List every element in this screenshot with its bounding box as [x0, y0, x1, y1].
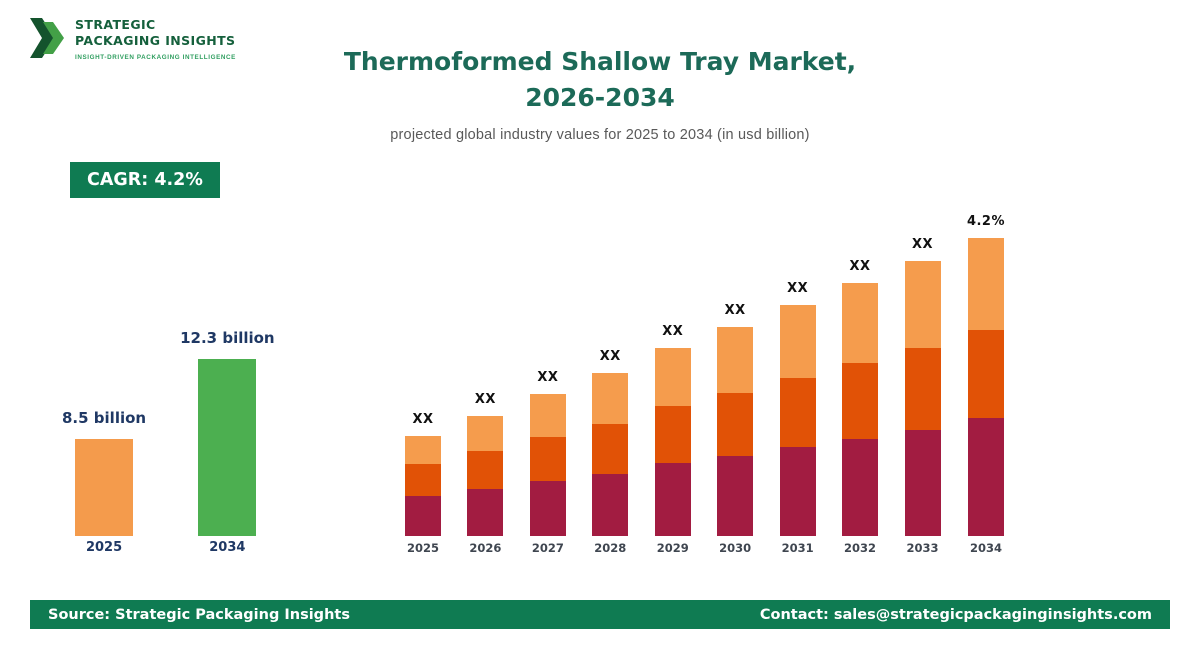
page-title: Thermoformed Shallow Tray Market, 2026-2…: [280, 44, 920, 117]
year-label: 2031: [781, 541, 814, 555]
logo-text: STRATEGIC PACKAGING INSIGHTS INSIGHT-DRI…: [75, 14, 236, 61]
stacked-bar: [779, 305, 816, 536]
bar-segment-bottom: [592, 474, 629, 536]
bar-column: XX 2025: [405, 412, 441, 559]
bar-segment-top: [904, 261, 941, 348]
year-label: 2032: [844, 541, 877, 555]
bar-segment-bottom: [405, 496, 441, 536]
bar-column: XX 2030: [717, 303, 754, 559]
bar-segment-middle: [967, 330, 1004, 418]
year-label: 2026: [469, 541, 502, 555]
stacked-bar: [967, 238, 1004, 536]
year-label: 2027: [531, 541, 564, 555]
mini-bar: [75, 439, 134, 536]
mini-bar: [198, 359, 257, 536]
bar-segment-middle: [654, 406, 691, 463]
bar-segment-bottom: [467, 489, 504, 536]
logo-tagline: INSIGHT-DRIVEN PACKAGING INTELLIGENCE: [75, 54, 236, 62]
stacked-bar: [592, 373, 629, 536]
bar-segment-bottom: [842, 439, 879, 536]
bar-value-label: XX: [474, 392, 496, 407]
bar-column: XX 2026: [467, 392, 504, 559]
stacked-bar: [654, 348, 691, 536]
bar-segment-bottom: [904, 430, 941, 536]
bar-segment-top: [405, 436, 441, 464]
bar-segment-middle: [592, 424, 629, 474]
footer-source: Source: Strategic Packaging Insights: [48, 606, 350, 623]
bar-value-label: XX: [412, 412, 434, 427]
stacked-bar: [467, 416, 504, 536]
year-label: 2033: [906, 541, 939, 555]
bar-segment-bottom: [529, 481, 566, 536]
bar-column: XX 2027: [529, 370, 566, 559]
footer-contact: Contact: sales@strategicpackaginginsight…: [759, 606, 1152, 623]
bar-segment-middle: [904, 348, 941, 430]
bar-segment-top: [529, 394, 566, 437]
logo: STRATEGIC PACKAGING INSIGHTS INSIGHT-DRI…: [30, 14, 236, 67]
bar-segment-middle: [779, 378, 816, 447]
mini-bar-value-label: 12.3 billion: [180, 329, 275, 347]
bar-value-label: 4.2%: [966, 214, 1005, 229]
bar-segment-bottom: [779, 447, 816, 536]
stacked-bar: [904, 261, 941, 536]
title-line1: Thermoformed Shallow Tray Market,: [343, 47, 857, 76]
bar-value-label: XX: [599, 349, 621, 364]
bar-segment-bottom: [967, 418, 1004, 536]
bar-segment-top: [779, 305, 816, 378]
bar-segment-bottom: [717, 456, 754, 536]
logo-line1: STRATEGIC: [75, 17, 156, 32]
bar-column: XX 2032: [842, 259, 879, 559]
header: Thermoformed Shallow Tray Market, 2026-2…: [280, 44, 920, 143]
bar-segment-middle: [467, 451, 504, 489]
year-label: 2025: [406, 541, 439, 555]
bar-segment-middle: [842, 363, 879, 439]
bar-segment-top: [654, 348, 691, 406]
year-label: 2034: [969, 541, 1002, 555]
bar-segment-middle: [717, 393, 754, 456]
bar-value-label: XX: [787, 281, 809, 296]
page-subtitle: projected global industry values for 202…: [390, 126, 810, 143]
logo-line2: PACKAGING INSIGHTS: [75, 32, 236, 48]
bar-segment-bottom: [654, 463, 691, 536]
mini-chart: 8.5 billion 2025 12.3 billion 2034: [62, 329, 275, 559]
bar-column: XX 2031: [779, 281, 816, 559]
stacked-bar: [405, 436, 441, 536]
bar-value-label: XX: [849, 259, 871, 274]
title-line2: 2026-2034: [525, 83, 675, 113]
bar-value-label: XX: [911, 237, 934, 252]
mini-bar-value-label: 8.5 billion: [62, 409, 147, 427]
bar-segment-top: [842, 283, 879, 363]
cagr-badge: CAGR: 4.2%: [70, 162, 220, 198]
year-label: 2030: [719, 541, 752, 555]
year-label: 2028: [594, 541, 627, 555]
bar-segment-middle: [405, 464, 441, 496]
bar-segment-top: [467, 416, 504, 451]
bar-segment-top: [967, 238, 1004, 330]
bar-column: XX 2033: [904, 237, 941, 559]
bar-value-label: XX: [537, 370, 559, 385]
bar-segment-top: [717, 327, 754, 393]
bar-column: 4.2% 2034: [967, 214, 1005, 559]
mini-bar-year-label: 2034: [209, 540, 246, 555]
bar-column: XX 2029: [654, 324, 691, 559]
bar-column: XX 2028: [592, 349, 629, 559]
stacked-bar: [529, 394, 566, 536]
bar-segment-top: [592, 373, 629, 424]
main-chart: XX 2025 XX 2026 XX 2027 XX 2028 XX 2029 XX 2030 XX 20…: [405, 214, 1005, 559]
mini-bar-column: 12.3 billion 2034: [180, 329, 275, 559]
stacked-bar: [717, 327, 754, 536]
bar-segment-middle: [529, 437, 566, 481]
logo-chevrons-icon: [30, 14, 66, 67]
footer-bar: Source: Strategic Packaging Insights Con…: [30, 600, 1170, 629]
stacked-bar: [842, 283, 879, 536]
year-label: 2029: [656, 541, 689, 555]
mini-bar-column: 8.5 billion 2025: [62, 409, 146, 559]
mini-bar-year-label: 2025: [85, 540, 123, 555]
bar-value-label: XX: [724, 303, 746, 318]
bar-value-label: XX: [662, 324, 684, 339]
